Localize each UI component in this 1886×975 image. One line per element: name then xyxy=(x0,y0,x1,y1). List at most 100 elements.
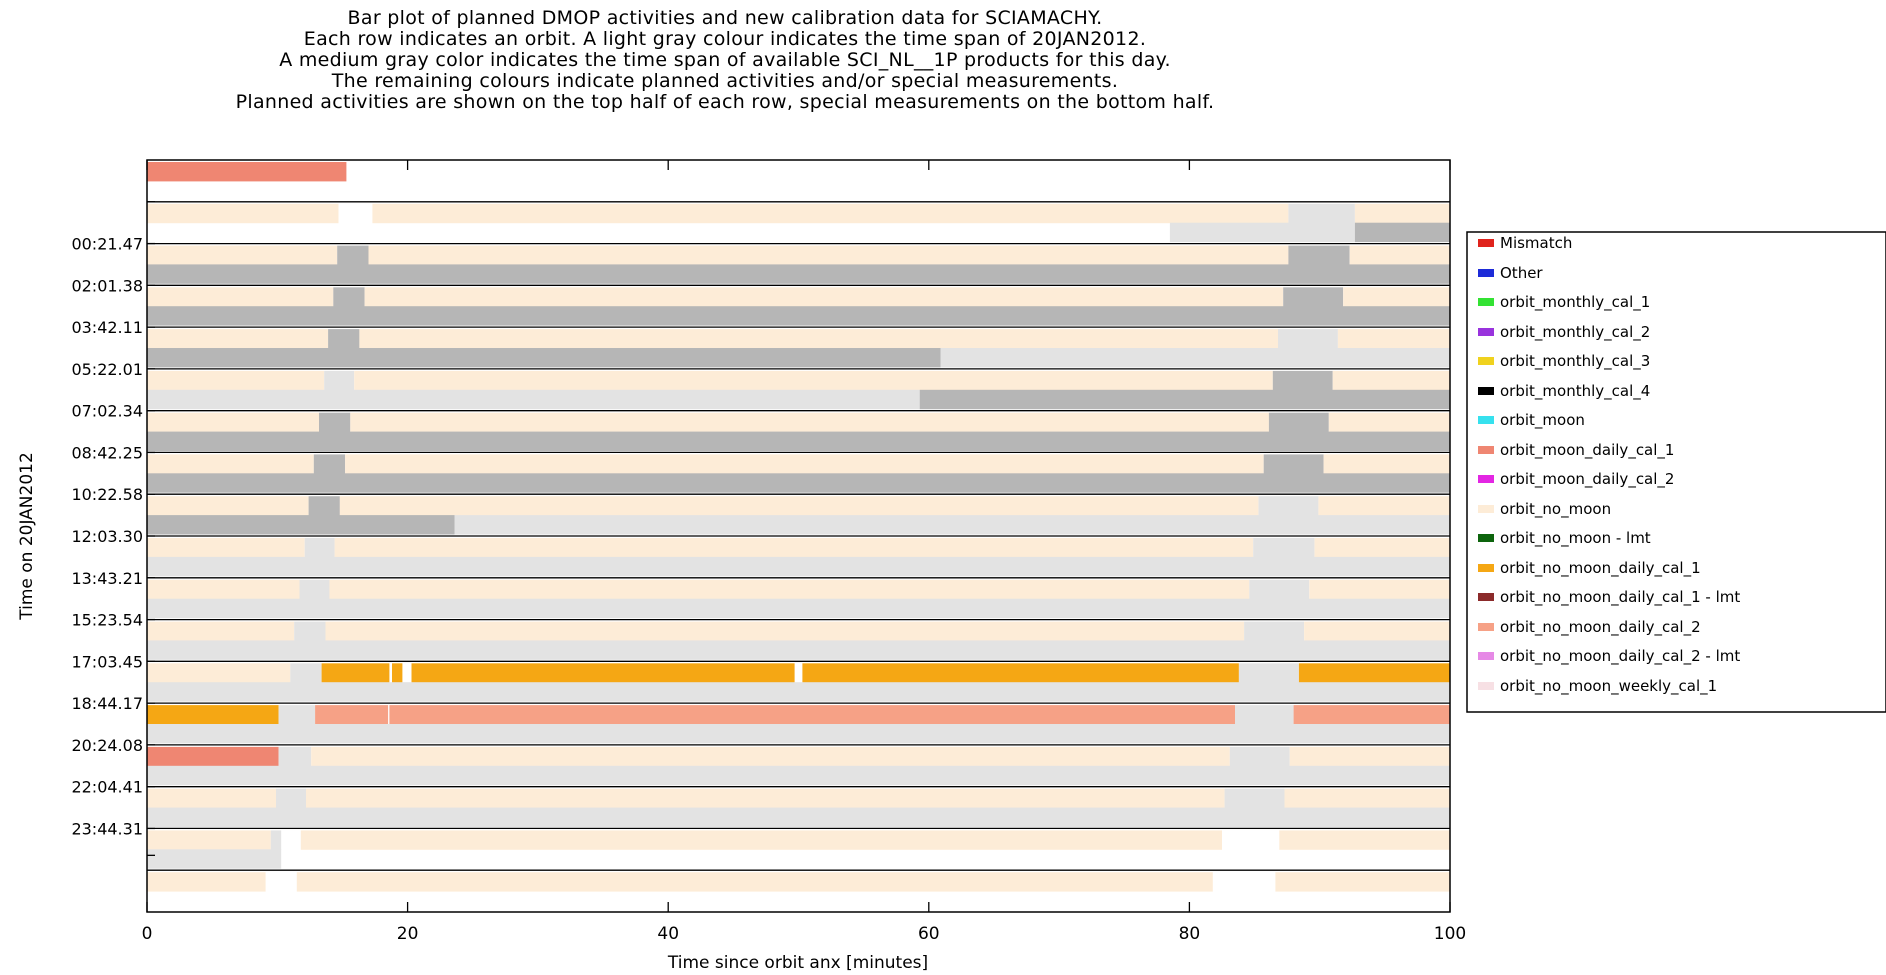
legend-label: orbit_no_moon_daily_cal_2 xyxy=(1500,617,1701,636)
legend-item: orbit_no_moon_daily_cal_2 xyxy=(1478,617,1701,637)
activity-bar xyxy=(1354,203,1450,224)
y-tick-label: 23:44.31 xyxy=(71,819,143,838)
x-tick-label: 60 xyxy=(918,924,940,944)
legend-label: orbit_moon_daily_cal_1 xyxy=(1500,440,1675,459)
activity-bar xyxy=(147,431,1450,451)
legend-label: orbit_monthly_cal_4 xyxy=(1500,381,1651,400)
legend-label: orbit_monthly_cal_3 xyxy=(1500,352,1651,370)
activity-bar xyxy=(368,245,1289,265)
activity-bar xyxy=(147,473,1450,493)
x-tick-label: 80 xyxy=(1179,924,1201,944)
activity-bar xyxy=(1288,203,1355,224)
legend-swatch xyxy=(1478,534,1494,542)
activity-bar xyxy=(290,663,322,683)
x-axis-label: Time since orbit anx [minutes] xyxy=(667,953,928,973)
y-axis: 00:21.47 02:01.38 03:42.11 05:22.01 07:02.34… xyxy=(71,201,155,856)
activity-bar xyxy=(454,515,1450,535)
y-tick-label: 00:21.47 xyxy=(71,235,143,254)
activity-bar xyxy=(147,682,1450,702)
legend-item: orbit_no_moon_daily_cal_1 xyxy=(1478,558,1701,578)
legend-item: orbit_moon_daily_cal_2 xyxy=(1478,469,1674,489)
chart-title: Bar plot of planned DMOP activities and … xyxy=(0,8,1450,113)
activity-bar xyxy=(1229,746,1290,767)
activity-bar xyxy=(1318,496,1450,516)
title-line: Each row indicates an orbit. A light gra… xyxy=(303,28,1147,50)
activity-bar xyxy=(147,872,266,892)
title-line: A medium gray color indicates the time s… xyxy=(279,49,1171,71)
legend-item: Other xyxy=(1478,263,1543,283)
row-separator-layer xyxy=(147,201,1450,871)
activity-bar xyxy=(147,621,295,641)
activity-bar xyxy=(147,724,1450,744)
activity-bar xyxy=(304,538,335,558)
activity-bar xyxy=(339,496,1259,516)
activity-bar xyxy=(147,264,1450,284)
activity-bar xyxy=(147,454,314,474)
activity-bar xyxy=(321,663,390,683)
activity-bar xyxy=(147,579,300,600)
activity-bar xyxy=(147,849,282,869)
y-tick-label: 17:03.45 xyxy=(71,652,143,671)
legend-item: orbit_monthly_cal_1 xyxy=(1478,292,1650,312)
title-line: Bar plot of planned DMOP activities and … xyxy=(347,7,1103,29)
legend-item: Mismatch xyxy=(1478,233,1572,253)
y-axis-label: Time on 20JAN2012 xyxy=(17,452,37,621)
activity-bar xyxy=(1309,579,1450,600)
y-tick-label: 07:02.34 xyxy=(71,402,143,421)
activity-bar xyxy=(147,640,1450,660)
activity-bar xyxy=(1284,788,1450,809)
activity-bar xyxy=(1283,287,1344,307)
legend-item: orbit_no_moon_daily_cal_1 - lmt xyxy=(1478,587,1740,607)
activity-bar xyxy=(411,663,795,683)
activity-bar xyxy=(147,496,309,516)
activity-bar xyxy=(333,287,365,307)
activity-bar xyxy=(1323,454,1450,474)
activity-bar xyxy=(1349,245,1450,265)
legend-swatch xyxy=(1478,239,1494,247)
activity-bar xyxy=(300,830,1222,850)
legend-swatch xyxy=(1478,593,1494,601)
activity-bar xyxy=(1289,746,1450,767)
activity-bar xyxy=(1258,496,1319,516)
activity-bar xyxy=(147,329,329,349)
activity-bar xyxy=(147,788,276,809)
x-tick-label: 0 xyxy=(142,924,153,944)
activity-bar xyxy=(147,765,1450,786)
legend-item: orbit_no_moon - lmt xyxy=(1478,528,1651,548)
activity-bar xyxy=(308,496,340,516)
y-tick-label: 22:04.41 xyxy=(71,778,143,797)
legend-swatch xyxy=(1478,475,1494,483)
y-tick-label: 05:22.01 xyxy=(71,360,143,379)
activity-bar xyxy=(1279,830,1450,850)
legend-box xyxy=(1466,231,1886,713)
activity-bar xyxy=(296,872,1213,892)
y-tick-label: 12:03.30 xyxy=(71,527,143,546)
activity-bar xyxy=(1235,705,1294,725)
activity-bar xyxy=(1249,579,1310,600)
y-tick-label: 13:43.21 xyxy=(71,569,143,588)
activity-bar xyxy=(147,556,1450,577)
activity-bar xyxy=(147,162,347,182)
activity-bar xyxy=(389,705,1235,725)
legend-label: orbit_moon_daily_cal_2 xyxy=(1500,470,1675,488)
activity-bar xyxy=(1354,222,1450,243)
activity-bar xyxy=(364,287,1284,307)
activity-bar xyxy=(147,306,1450,326)
activity-bar xyxy=(1253,538,1315,558)
activity-bar xyxy=(337,245,369,265)
legend-label: orbit_monthly_cal_1 xyxy=(1500,293,1651,311)
y-tick-label: 18:44.17 xyxy=(71,694,143,713)
y-tick-label: 08:42.25 xyxy=(71,443,143,462)
activity-bar xyxy=(1238,663,1299,683)
activity-bar xyxy=(1314,538,1450,558)
legend-item: orbit_no_moon xyxy=(1478,499,1611,519)
y-tick-label: 02:01.38 xyxy=(71,276,143,295)
y-tick-label: 20:24.08 xyxy=(71,736,143,755)
activity-bar xyxy=(1332,370,1450,391)
activity-bar xyxy=(1298,663,1450,683)
legend-swatch xyxy=(1478,357,1494,365)
activity-bar xyxy=(325,621,1245,641)
legend-item: orbit_moon_daily_cal_1 xyxy=(1478,440,1674,460)
activity-bar xyxy=(315,705,389,725)
